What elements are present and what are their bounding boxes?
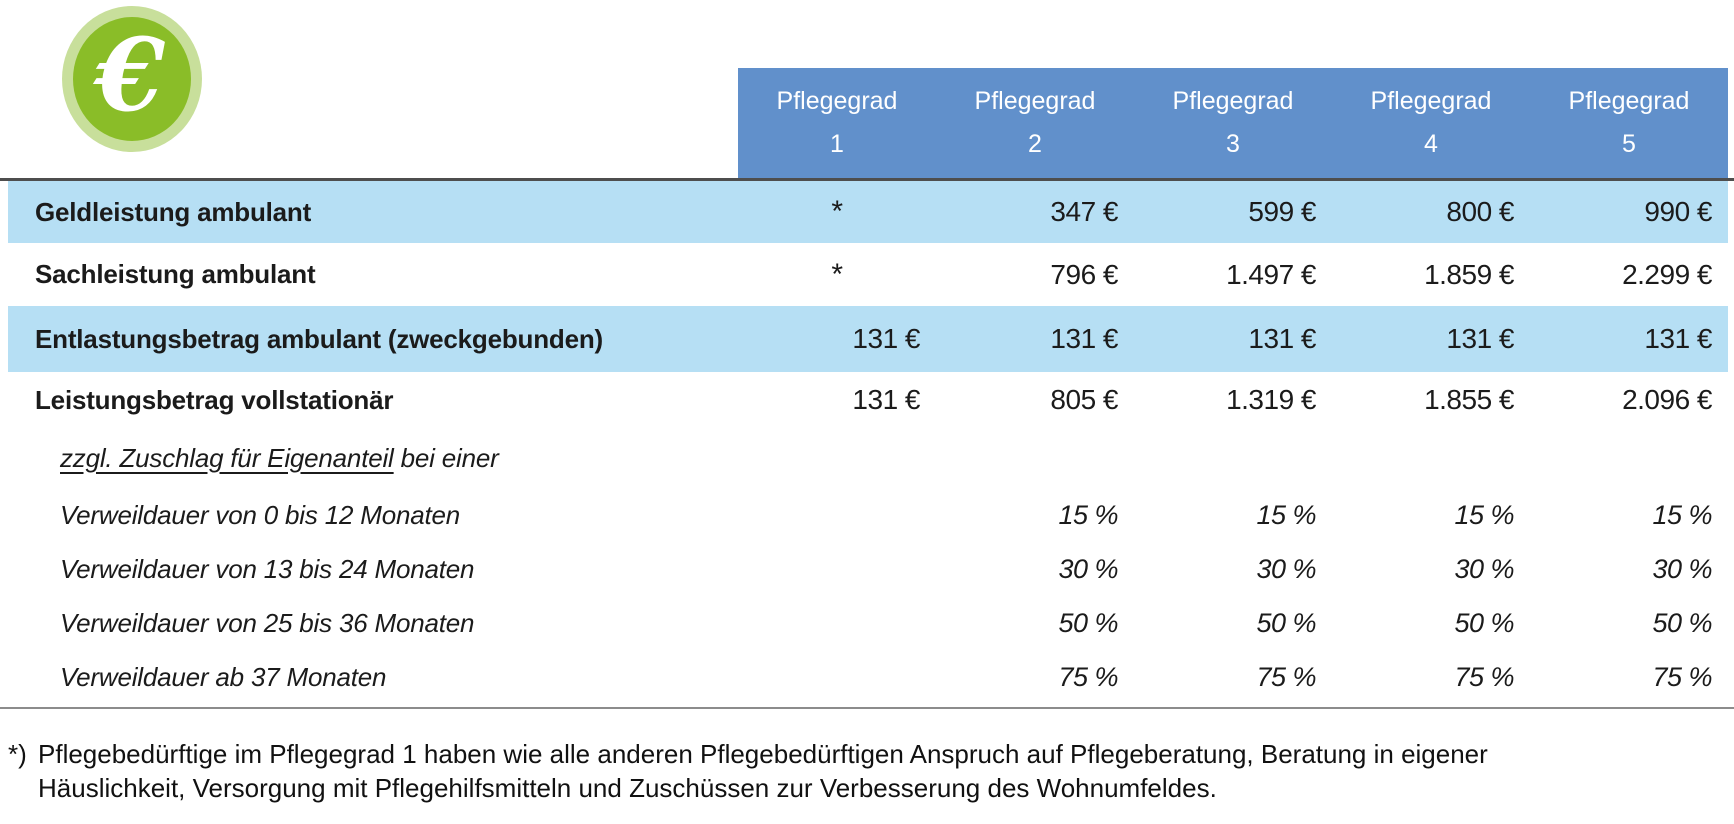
row-label: Verweildauer von 0 bis 12 Monaten	[60, 499, 461, 530]
header-separator-line	[0, 178, 1734, 181]
header-title: Pflegegrad	[1568, 87, 1690, 115]
row-label: Verweildauer von 25 bis 36 Monaten	[60, 607, 475, 638]
value-cell: 800 €	[1446, 196, 1514, 227]
table-header-row: Pflegegrad 1 Pflegegrad 2 Pflegegrad 3 P…	[738, 68, 1728, 178]
header-title: Pflegegrad	[1172, 87, 1294, 115]
value-cell: 131 €	[852, 323, 920, 354]
table-header-cell-pflegegrad-1: Pflegegrad 1	[738, 68, 936, 178]
value-cell: 2.096 €	[1622, 384, 1712, 415]
header-title: Pflegegrad	[776, 87, 898, 115]
value-cell: 50 %	[1454, 607, 1514, 638]
row-label: Verweildauer ab 37 Monaten	[60, 661, 387, 692]
value-cell: *	[831, 195, 843, 228]
table-row-verweildauer-13-24: Verweildauer von 13 bis 24 Monaten 30 % …	[8, 542, 1728, 596]
header-title: Pflegegrad	[974, 87, 1096, 115]
value-cell: 75 %	[1454, 661, 1514, 692]
euro-symbol: €	[95, 16, 165, 134]
value-cell: 131 €	[1248, 323, 1316, 354]
value-cell: 1.319 €	[1226, 384, 1316, 415]
table-header-cell-pflegegrad-3: Pflegegrad 3	[1134, 68, 1332, 178]
value-cell: 15 %	[1652, 499, 1712, 530]
value-cell: 75 %	[1652, 661, 1712, 692]
value-cell: 2.299 €	[1622, 258, 1712, 290]
footnote-text: Pflegebedürftige im Pflegegrad 1 haben w…	[38, 739, 1488, 803]
table-row-zuschlag-eigenanteil: zzgl. Zuschlag für Eigenanteil bei einer	[8, 428, 1728, 488]
value-cell: 131 €	[1050, 323, 1118, 354]
header-grade-number: 4	[1424, 130, 1438, 158]
table-header-cell-pflegegrad-4: Pflegegrad 4	[1332, 68, 1530, 178]
value-cell: 990 €	[1644, 196, 1712, 227]
value-cell: 796 €	[1050, 258, 1118, 290]
footnote: *) Pflegebedürftige im Pflegegrad 1 habe…	[8, 737, 1488, 805]
row-label-underlined: zzgl. Zuschlag für Eigenanteil	[60, 442, 394, 473]
value-cell: 347 €	[1050, 196, 1118, 227]
row-label-rest: bei einer	[393, 442, 499, 473]
value-cell: 50 %	[1652, 607, 1712, 638]
footer-separator-line	[0, 707, 1734, 709]
header-grade-number: 2	[1028, 130, 1042, 158]
value-cell: 15 %	[1454, 499, 1514, 530]
row-label: Leistungsbetrag vollstationär	[35, 384, 394, 415]
value-cell: 1.855 €	[1424, 384, 1514, 415]
footnote-marker: *)	[8, 739, 27, 769]
row-label: Verweildauer von 13 bis 24 Monaten	[60, 553, 475, 584]
value-cell: 50 %	[1058, 607, 1118, 638]
value-cell: 1.497 €	[1226, 258, 1316, 290]
value-cell: 1.859 €	[1424, 258, 1514, 290]
row-label: Entlastungsbetrag ambulant (zweckgebunde…	[35, 323, 603, 354]
table-row-geldleistung-ambulant: Geldleistung ambulant * 347 € 599 € 800 …	[8, 181, 1728, 243]
table-header-cell-pflegegrad-2: Pflegegrad 2	[936, 68, 1134, 178]
value-cell: 75 %	[1058, 661, 1118, 692]
euro-coin-inner: €	[73, 17, 191, 141]
value-cell: 131 €	[1644, 323, 1712, 354]
table-row-verweildauer-25-36: Verweildauer von 25 bis 36 Monaten 50 % …	[8, 596, 1728, 650]
value-cell: 805 €	[1050, 384, 1118, 415]
header-title: Pflegegrad	[1370, 87, 1492, 115]
value-cell: 75 %	[1256, 661, 1316, 692]
row-label: Sachleistung ambulant	[35, 259, 316, 289]
table-row-verweildauer-ab-37: Verweildauer ab 37 Monaten 75 % 75 % 75 …	[8, 650, 1728, 704]
euro-coin-icon: €	[62, 6, 202, 152]
row-label: zzgl. Zuschlag für Eigenanteil bei einer	[8, 443, 738, 474]
value-cell: 30 %	[1256, 553, 1316, 584]
value-cell: 131 €	[1446, 323, 1514, 354]
value-cell: *	[831, 257, 843, 291]
header-grade-number: 3	[1226, 130, 1240, 158]
value-cell: 30 %	[1454, 553, 1514, 584]
value-cell: 30 %	[1652, 553, 1712, 584]
table-row-verweildauer-0-12: Verweildauer von 0 bis 12 Monaten 15 % 1…	[8, 488, 1728, 542]
table-row-entlastungsbetrag-ambulant: Entlastungsbetrag ambulant (zweckgebunde…	[8, 306, 1728, 372]
row-label: Geldleistung ambulant	[35, 196, 312, 227]
value-cell: 50 %	[1256, 607, 1316, 638]
benefits-table-body: Geldleistung ambulant * 347 € 599 € 800 …	[8, 181, 1728, 704]
table-header-cell-pflegegrad-5: Pflegegrad 5	[1530, 68, 1728, 178]
value-cell: 15 %	[1256, 499, 1316, 530]
table-row-sachleistung-ambulant: Sachleistung ambulant * 796 € 1.497 € 1.…	[8, 243, 1728, 306]
value-cell: 599 €	[1248, 196, 1316, 227]
header-grade-number: 1	[830, 130, 844, 158]
value-cell: 131 €	[852, 384, 920, 415]
value-cell: 15 %	[1058, 499, 1118, 530]
value-cell: 30 %	[1058, 553, 1118, 584]
header-grade-number: 5	[1622, 130, 1636, 158]
table-row-leistungsbetrag-vollstationaer: Leistungsbetrag vollstationär 131 € 805 …	[8, 372, 1728, 428]
